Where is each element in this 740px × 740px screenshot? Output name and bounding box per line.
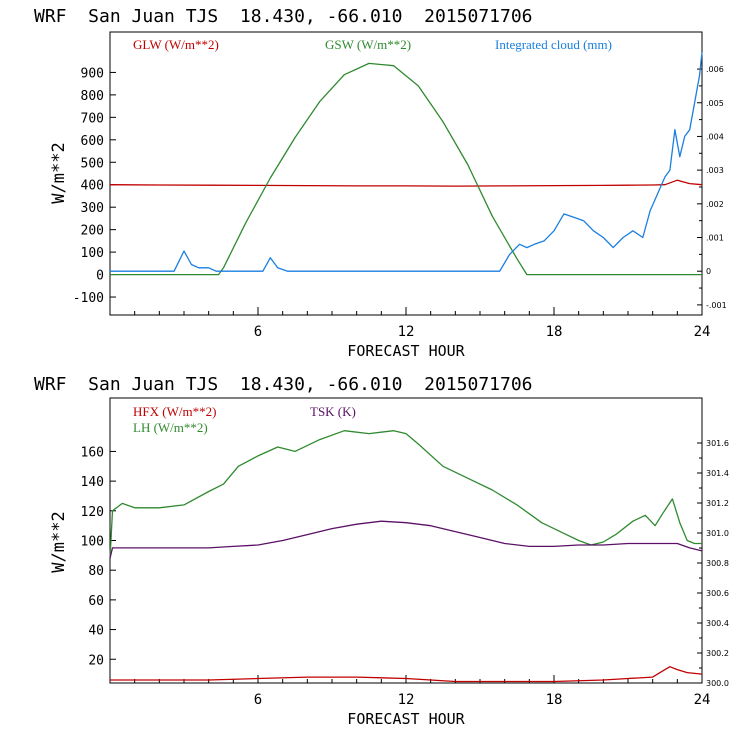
panel2-x-axis-label: FORECAST HOUR	[347, 710, 465, 728]
y-tick-label: 80	[88, 564, 104, 579]
legend-hfx: HFX (W/m**2)	[133, 404, 216, 419]
legend-lh: LH (W/m**2)	[133, 420, 208, 435]
y-tick-label: -100	[73, 291, 104, 306]
panel2-x-axis: 6 12 18 24	[134, 675, 711, 708]
panel1-x-axis-label: FORECAST HOUR	[347, 342, 465, 360]
y-tick-label: 20	[88, 653, 104, 668]
y2-tick-label: 300.0	[706, 679, 729, 688]
panel2-y2-axis: 300.0 300.2 300.4 300.6 300.8 301.0 301.2 301.4…	[697, 439, 729, 688]
y-tick-label: 400	[81, 179, 104, 194]
panel1-y-axis: -100 0 100 200 300 400 500 600 700 800 900	[73, 66, 116, 306]
legend-integrated-cloud: Integrated cloud (mm)	[495, 37, 612, 52]
y-tick-label: 900	[81, 66, 104, 81]
y-tick-label: 600	[81, 134, 104, 149]
series-line-lh	[109, 430, 702, 559]
y-tick-label: 800	[81, 89, 104, 104]
panel1-y-axis-label: W/m**2	[49, 142, 69, 203]
y2-tick-label: 300.8	[706, 559, 729, 568]
y2-tick-label: 301.6	[706, 439, 729, 448]
y-tick-label: 500	[81, 156, 104, 171]
y2-tick-label: .003	[706, 166, 724, 175]
y2-tick-label: 0	[706, 267, 711, 276]
y-tick-label: 140	[81, 475, 104, 490]
y-tick-label: 300	[81, 201, 104, 216]
panel1-series	[109, 52, 703, 276]
y-tick-label: 40	[88, 624, 104, 639]
y-tick-label: 100	[81, 535, 104, 550]
y2-tick-label: 301.0	[706, 529, 729, 538]
panel2-plot-frame	[109, 397, 703, 684]
panel1-x-axis: 6 12 18 24	[134, 307, 711, 340]
y-tick-label: 200	[81, 224, 104, 239]
panel2-y-axis-label: W/m**2	[49, 511, 69, 572]
y2-tick-label: -.001	[706, 301, 727, 310]
y-tick-label: 0	[96, 269, 104, 284]
y2-tick-label: .002	[706, 200, 724, 209]
y2-tick-label: .005	[706, 99, 724, 108]
legend-gsw: GSW (W/m**2)	[325, 37, 411, 52]
x-tick-label: 12	[398, 324, 415, 340]
y-tick-label: 60	[88, 594, 104, 609]
panel-surface-fluxes: WRF San Juan TJS 18.430, -66.010 2015071…	[34, 374, 729, 728]
legend-glw: GLW (W/m**2)	[133, 37, 219, 52]
y2-tick-label: 301.2	[706, 499, 729, 508]
panel2-series	[109, 430, 703, 683]
y2-tick-label: 301.4	[706, 469, 729, 478]
x-tick-label: 18	[546, 324, 563, 340]
series-line-hfx	[110, 666, 703, 683]
y2-tick-label: .004	[706, 132, 724, 141]
y-tick-label: 120	[81, 505, 104, 520]
x-tick-label: 24	[694, 324, 711, 340]
y-tick-label: 100	[81, 246, 104, 261]
y-tick-label: 160	[81, 445, 104, 460]
x-tick-label: 12	[398, 692, 415, 708]
y-tick-label: 700	[81, 111, 104, 126]
panel2-y-axis: 20 40 60 80 100 120 140 160	[81, 445, 116, 668]
series-line-glw	[109, 179, 703, 187]
legend-tsk: TSK (K)	[310, 404, 356, 419]
series-line-integrated	[110, 52, 703, 272]
panel2-title: WRF San Juan TJS 18.430, -66.010 2015071…	[34, 374, 533, 395]
panel1-plot-frame	[109, 31, 703, 316]
panel-radiation: WRF San Juan TJS 18.430, -66.010 2015071…	[34, 6, 727, 360]
y2-tick-label: .006	[706, 65, 724, 74]
series-line-gsw	[110, 62, 702, 276]
y2-tick-label: .001	[706, 234, 724, 243]
y2-tick-label: 300.2	[706, 649, 729, 658]
series-line-tsk	[109, 520, 703, 559]
y2-tick-label: 300.4	[706, 619, 729, 628]
y2-tick-label: 300.6	[706, 589, 729, 598]
x-tick-label: 18	[546, 692, 563, 708]
x-tick-label: 6	[254, 324, 262, 340]
panel1-title: WRF San Juan TJS 18.430, -66.010 2015071…	[34, 6, 533, 27]
panel1-y2-axis: -.001 0 .001 .002 .003 .004 .005 .006	[697, 65, 727, 310]
x-tick-label: 24	[694, 692, 711, 708]
x-tick-label: 6	[254, 692, 262, 708]
